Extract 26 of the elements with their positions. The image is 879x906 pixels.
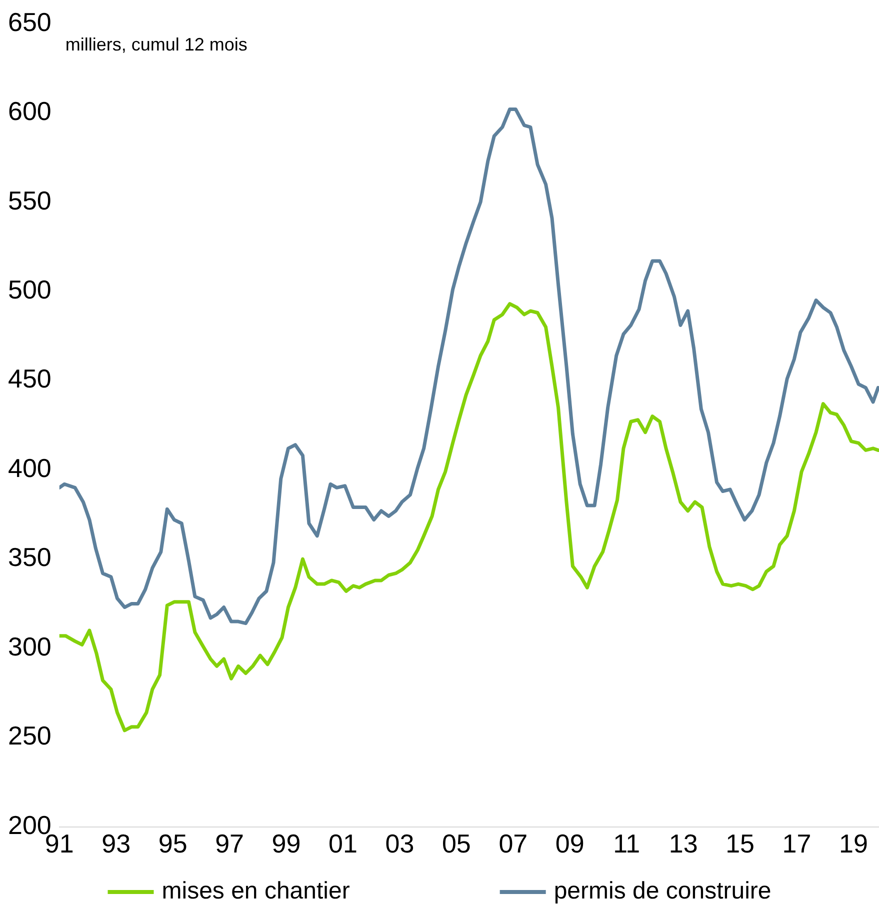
- x-tick-label: 09: [555, 828, 584, 859]
- x-tick-label: 07: [498, 828, 528, 859]
- y-tick-label: 600: [8, 96, 52, 126]
- legend-label: mises en chantier: [162, 878, 350, 905]
- y-tick-label: 350: [8, 542, 52, 572]
- x-tick-label: 17: [782, 828, 812, 859]
- x-tick-label: 97: [215, 828, 244, 859]
- legend-label: permis de construire: [554, 878, 772, 905]
- y-tick-label: 500: [8, 274, 52, 305]
- x-tick-label: 01: [328, 828, 358, 859]
- y-tick-label: 650: [8, 6, 52, 37]
- x-tick-label: 03: [385, 828, 414, 859]
- x-tick-label: 95: [158, 828, 188, 859]
- x-tick-label: 15: [726, 828, 754, 859]
- x-tick-label: 93: [102, 828, 131, 859]
- annotation: milliers, cumul 12 mois: [65, 34, 248, 55]
- x-tick-label: 19: [839, 828, 868, 859]
- y-tick-label: 400: [8, 452, 52, 483]
- x-tick-label: 11: [613, 828, 640, 859]
- y-tick-label: 450: [8, 364, 52, 394]
- y-tick-label: 250: [8, 720, 52, 751]
- y-tick-label: 550: [8, 185, 52, 216]
- x-tick-label: 99: [272, 828, 301, 859]
- x-tick-label: 05: [442, 828, 471, 859]
- x-tick-label: 13: [668, 828, 698, 859]
- y-tick-label: 300: [8, 631, 52, 662]
